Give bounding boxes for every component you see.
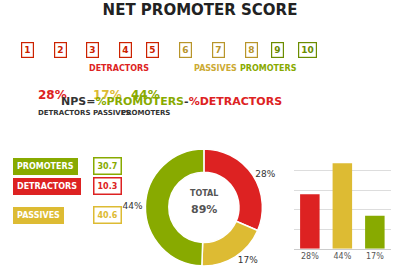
svg-text:7: 7 [215, 45, 221, 55]
svg-text:PROMOTERS: PROMOTERS [17, 162, 74, 171]
svg-text:17%: 17% [366, 252, 384, 261]
svg-text:17%: 17% [238, 255, 258, 265]
svg-text:44%: 44% [122, 201, 142, 211]
svg-text:30.7: 30.7 [98, 162, 118, 171]
svg-text:4: 4 [122, 45, 128, 55]
svg-text:PASSIVES: PASSIVES [194, 64, 237, 73]
svg-text:5: 5 [149, 45, 155, 55]
svg-text:6: 6 [182, 45, 188, 55]
svg-text:40.6: 40.6 [98, 211, 118, 220]
svg-text:NPS=%PROMOTERS-%DETRACTORS: NPS=%PROMOTERS-%DETRACTORS [61, 95, 282, 108]
svg-text:PROMOTERS: PROMOTERS [121, 109, 170, 117]
svg-text:1: 1 [24, 45, 30, 55]
svg-text:DETRACTORS: DETRACTORS [89, 64, 149, 73]
svg-text:NET PROMOTER SCORE: NET PROMOTER SCORE [103, 1, 298, 19]
svg-text:28%: 28% [301, 252, 319, 261]
svg-text:3: 3 [89, 45, 95, 55]
svg-text:9: 9 [274, 45, 280, 55]
svg-text:28%: 28% [38, 88, 67, 102]
svg-text:DETRACTORS: DETRACTORS [17, 182, 77, 191]
svg-text:28%: 28% [255, 169, 275, 179]
svg-text:44%: 44% [131, 88, 160, 102]
svg-text:17%: 17% [93, 88, 122, 102]
svg-text:DETRACTORS: DETRACTORS [38, 109, 90, 117]
svg-text:10.3: 10.3 [98, 182, 118, 191]
svg-text:89%: 89% [191, 203, 217, 216]
svg-text:2: 2 [57, 45, 63, 55]
svg-text:8: 8 [248, 45, 254, 55]
svg-text:PROMOTERS: PROMOTERS [240, 64, 297, 73]
svg-text:10: 10 [301, 45, 314, 55]
svg-text:PASSIVES: PASSIVES [17, 211, 60, 220]
svg-text:PASSIVES: PASSIVES [93, 109, 131, 117]
svg-text:TOTAL: TOTAL [190, 189, 218, 198]
svg-text:44%: 44% [333, 252, 351, 261]
